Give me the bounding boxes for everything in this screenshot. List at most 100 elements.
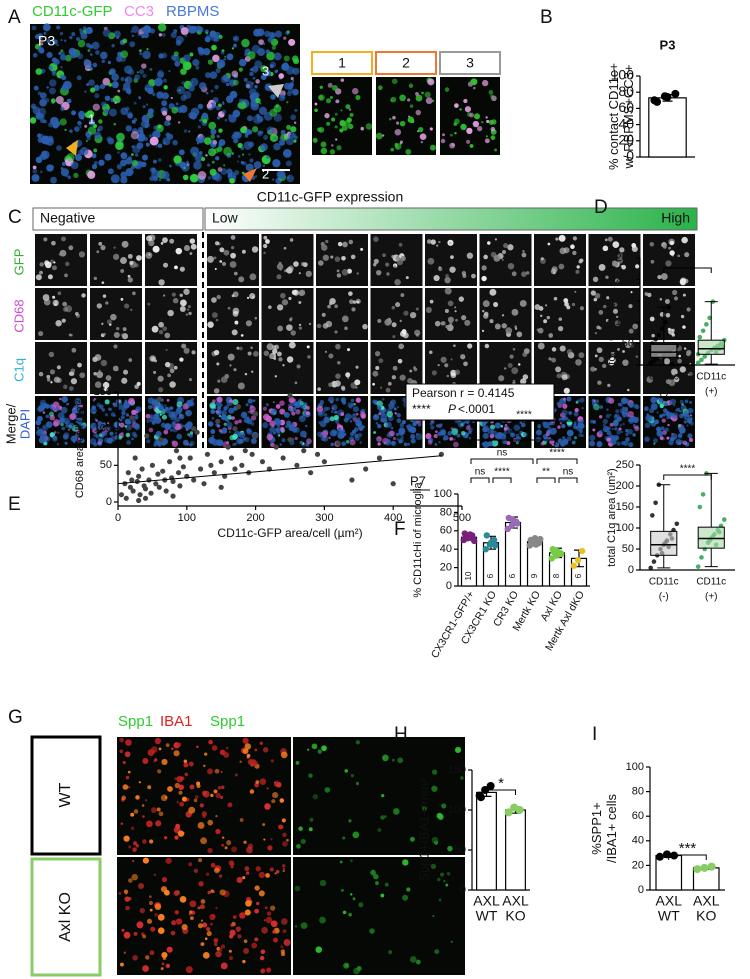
panel-letter: C [8, 207, 22, 228]
cell [46, 378, 51, 382]
cell [468, 437, 472, 440]
cell [282, 364, 285, 367]
cell [649, 408, 655, 414]
cell [251, 82, 254, 85]
sig-label: *** [679, 840, 697, 857]
cell [188, 84, 195, 92]
cell [342, 910, 347, 915]
cell [146, 820, 153, 828]
cell [664, 427, 669, 433]
cell [320, 241, 325, 246]
cell [243, 437, 247, 441]
cell [374, 351, 381, 357]
cell [552, 271, 556, 275]
cell [318, 94, 325, 101]
cell [434, 949, 440, 955]
cell [249, 273, 257, 281]
cell [449, 133, 453, 137]
cell [119, 418, 123, 422]
cell [282, 867, 286, 870]
cell [370, 869, 376, 876]
cell [132, 847, 137, 852]
cell [330, 410, 334, 414]
cell [286, 101, 289, 104]
cell [394, 412, 397, 415]
cell [187, 433, 190, 437]
cell [224, 55, 227, 58]
cell [329, 149, 336, 155]
cell [207, 847, 213, 854]
cell [212, 140, 218, 145]
cell [628, 402, 634, 408]
cell [305, 405, 310, 410]
cell [498, 375, 505, 382]
cell [321, 745, 327, 752]
cell [215, 950, 222, 958]
data-point [148, 490, 154, 496]
cell [102, 29, 111, 37]
cell [60, 106, 65, 112]
cell [307, 748, 310, 751]
cell [426, 239, 432, 244]
cell [557, 425, 561, 429]
cell [217, 135, 220, 138]
cell [421, 805, 428, 811]
cell [683, 440, 687, 444]
data-point [146, 477, 152, 483]
cell [151, 169, 161, 179]
data-point [314, 451, 321, 457]
cell [298, 826, 303, 831]
cell [148, 427, 154, 433]
y-tick-label: 80 [632, 786, 644, 798]
cell [353, 413, 356, 416]
cell [76, 37, 80, 41]
cell [259, 955, 265, 961]
cell [169, 381, 176, 388]
cell [207, 163, 211, 167]
cell [295, 760, 300, 765]
data-point [515, 806, 524, 814]
cell [290, 77, 294, 81]
cell [103, 427, 106, 431]
cell [173, 365, 178, 370]
cell [566, 436, 572, 442]
cell [413, 367, 418, 372]
cell [242, 737, 249, 744]
cell [564, 301, 569, 307]
data-point [280, 455, 286, 461]
cell [58, 51, 62, 56]
cell [391, 375, 397, 380]
cell [574, 436, 578, 440]
cell [101, 281, 105, 284]
cell [237, 100, 247, 110]
data-point [225, 444, 231, 450]
cell [90, 422, 98, 430]
cell [443, 435, 449, 441]
cell [102, 77, 111, 86]
cell [245, 871, 250, 875]
cell [164, 406, 171, 414]
cell [331, 117, 336, 122]
cell [86, 110, 95, 119]
cell [604, 429, 607, 433]
cell [254, 885, 260, 891]
cell [40, 118, 46, 124]
cell [157, 23, 167, 32]
cell [43, 237, 48, 242]
cell [270, 759, 275, 763]
cell [657, 274, 662, 280]
cell [394, 143, 402, 150]
cell [650, 396, 657, 404]
cell [214, 173, 223, 182]
cell [399, 140, 403, 144]
cell [274, 136, 277, 140]
cell [272, 792, 279, 799]
cell [225, 82, 230, 87]
cell [616, 441, 621, 446]
cell [98, 159, 105, 166]
cell [39, 92, 47, 100]
cell [272, 178, 275, 181]
cell [80, 147, 89, 156]
cell [268, 305, 272, 310]
cell [71, 409, 77, 415]
